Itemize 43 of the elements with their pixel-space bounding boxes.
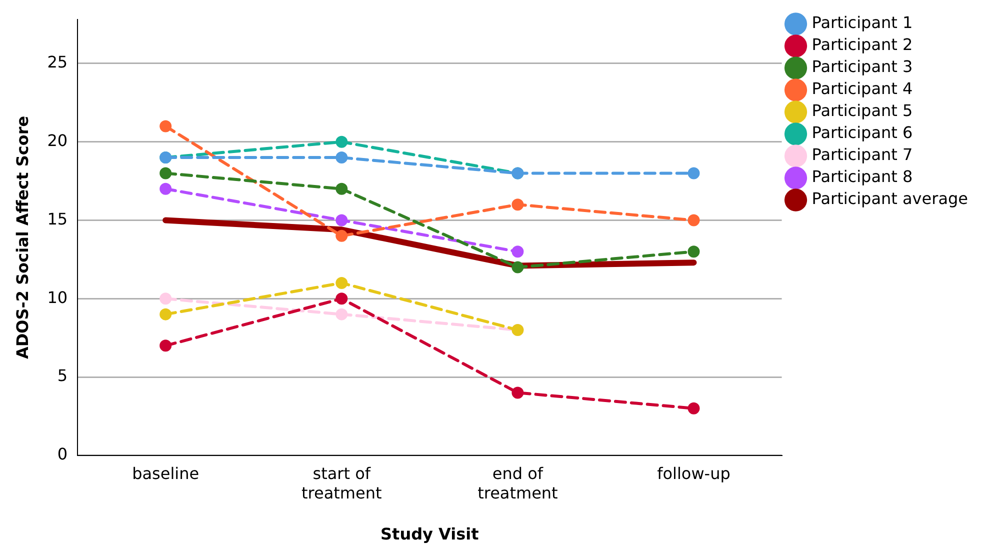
legend-label: Participant 4 [812,79,913,98]
point [336,292,348,305]
legend-label: Participant average [812,189,968,208]
point [336,276,348,289]
point [688,402,700,414]
legend-label: Participant 3 [812,57,913,76]
legend-label: Participant 6 [812,123,913,142]
x-tick-label: end of treatment [478,464,558,502]
point [160,340,172,352]
y-tick-label: 0 [57,444,68,464]
point [512,261,524,274]
point [336,308,348,320]
point [336,182,348,195]
point [688,246,700,258]
point [336,230,348,242]
x-tick-label: start of treatment [302,464,382,502]
legend-label: Participant 8 [812,167,913,186]
y-tick-label: 10 [47,288,68,307]
y-axis-title: ADOS-2 Social Affect Score [12,116,32,360]
legend-label: Participant 1 [812,13,913,32]
y-tick-label: 5 [57,366,68,386]
point [160,292,172,305]
x-axis-title: Study Visit [380,524,480,544]
point [688,167,700,180]
legend-label: Participant 5 [812,101,913,120]
point [336,136,348,148]
x-tick-label: baseline [132,464,200,484]
y-tick-label: 25 [47,52,68,72]
point [336,214,348,226]
x-tick-label: follow-up [657,464,730,484]
point [512,386,524,399]
point [160,182,172,195]
point [160,120,172,132]
point [512,198,524,211]
legend-label: Participant 2 [812,35,913,54]
point [688,214,700,226]
point [512,246,524,258]
y-tick-label: 15 [47,209,68,228]
y-tick-label: 20 [47,131,68,150]
point [336,152,348,164]
legend-label: Participant 7 [812,145,913,164]
point [160,167,172,180]
point [160,308,172,320]
